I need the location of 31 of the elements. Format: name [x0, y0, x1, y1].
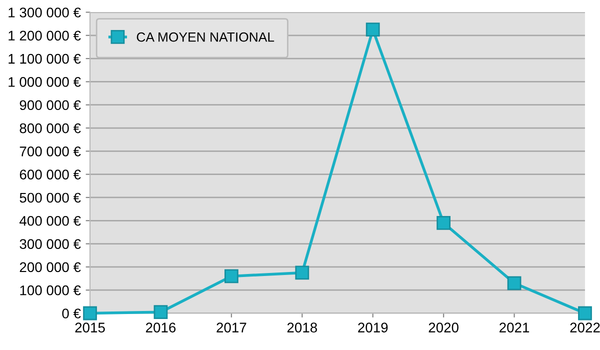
x-tick-label: 2015 — [75, 322, 105, 332]
y-tick-label: 900 000 € — [20, 100, 81, 110]
x-tick-label: 2018 — [287, 322, 317, 332]
point — [436, 216, 451, 230]
x-tick-label: 2022 — [570, 322, 600, 332]
point — [295, 266, 310, 280]
x-tick-label: 2019 — [358, 322, 388, 332]
x-tick-label: 2021 — [500, 322, 530, 332]
legend-label: CA MOYEN NATIONAL — [136, 32, 274, 42]
point — [578, 306, 592, 320]
y-tick-label: 500 000 € — [20, 192, 81, 203]
y-tick-label: 800 000 € — [20, 123, 81, 134]
y-tick-label: 600 000 € — [20, 170, 81, 180]
y-tick-label: 100 000 € — [20, 285, 81, 296]
y-tick-label: 200 000 € — [20, 262, 81, 272]
point — [154, 305, 168, 320]
point — [224, 269, 238, 284]
x-tick-label: 2017 — [216, 322, 246, 332]
y-tick-label: 1 000 000 € — [8, 77, 81, 87]
x-tick-label: 2016 — [146, 322, 176, 332]
y-tick-label: 1 100 000 € — [8, 54, 81, 64]
point — [507, 276, 522, 290]
point — [83, 306, 97, 320]
y-tick-label: 400 000 € — [20, 216, 81, 226]
point — [366, 22, 380, 37]
y-tick-label: 1 200 000 € — [8, 30, 81, 41]
y-tick-label: 1 300 000 € — [8, 8, 81, 18]
y-tick-label: 700 000 € — [20, 146, 81, 156]
x-tick-label: 2020 — [428, 322, 458, 332]
y-tick-label: 300 000 € — [20, 239, 81, 249]
y-tick-label: 0 € — [62, 308, 81, 318]
